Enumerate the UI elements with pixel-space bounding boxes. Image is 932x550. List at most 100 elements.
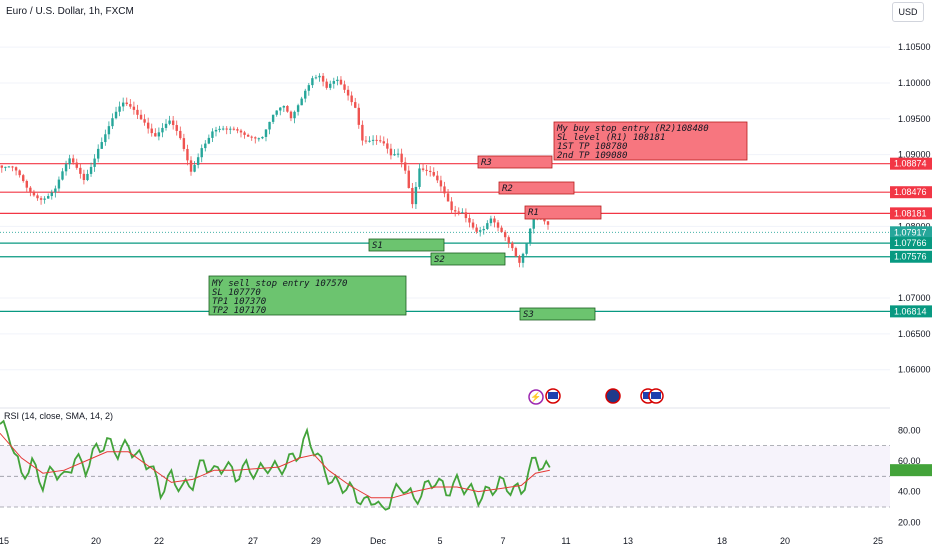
candle-body <box>82 173 86 181</box>
candle-body <box>118 106 121 112</box>
zone-box-r3[interactable] <box>477 155 553 169</box>
candle-body <box>204 143 207 149</box>
price-level-badge <box>890 237 932 250</box>
candle-body <box>121 102 125 107</box>
candle-body <box>107 126 111 135</box>
candle-body <box>432 172 435 176</box>
candle-body <box>375 139 378 141</box>
candle-body <box>236 129 239 131</box>
candle-body <box>29 187 32 192</box>
zone-box-r1[interactable] <box>524 205 602 220</box>
price-level-badge <box>890 250 932 263</box>
candle-body <box>350 95 353 103</box>
rsi-line <box>0 419 551 511</box>
candle-body <box>446 193 450 202</box>
zone-box-s2[interactable] <box>430 252 506 266</box>
candle-body <box>25 181 28 188</box>
candle-body <box>453 210 457 212</box>
candle-body <box>332 81 336 84</box>
us-flag-mark <box>548 392 558 399</box>
candle-body <box>207 137 211 144</box>
candle-body <box>482 228 485 231</box>
candle-body <box>211 131 214 138</box>
sell-note-line: MY sell stop entry 107570 <box>211 279 347 289</box>
candle-body <box>161 127 164 133</box>
flash-event-symbol: ⚡ <box>530 391 541 403</box>
price-level-label: 1.07576 <box>894 252 927 262</box>
candle-body <box>11 166 14 168</box>
x-tick-label: 7 <box>500 536 505 546</box>
x-tick-label: 29 <box>311 536 321 546</box>
candle-body <box>354 102 357 108</box>
zone-label: S2 <box>434 255 445 265</box>
candle-body <box>146 122 150 129</box>
candle-body <box>289 111 293 119</box>
sell-note-line: TP1 107370 <box>212 297 266 307</box>
candle-body <box>389 148 393 156</box>
candle-body <box>200 148 203 158</box>
candle-body <box>196 157 200 165</box>
candle-body <box>386 143 389 149</box>
zone-box-s1[interactable] <box>368 238 445 252</box>
sell-note-box[interactable] <box>208 275 407 316</box>
candle-body <box>543 219 546 222</box>
candle-body <box>318 75 321 78</box>
candle-body <box>271 114 275 122</box>
candle-body <box>143 119 146 123</box>
x-tick-label: Dec <box>370 536 387 546</box>
candle-body <box>396 153 400 155</box>
candle-body <box>489 218 493 224</box>
zone-label: R3 <box>481 158 492 168</box>
candle-body <box>478 230 482 232</box>
buy-note-line: 2nd TP 109080 <box>557 151 627 161</box>
candle-body <box>300 98 303 106</box>
buy-note-line: SL level (R1) 108181 <box>557 133 665 143</box>
candle-body <box>411 188 414 205</box>
candle-body <box>475 227 478 232</box>
candle-body <box>464 212 468 219</box>
flash-event-icon[interactable] <box>528 389 544 405</box>
buy-note-box[interactable] <box>553 121 748 161</box>
candle-body <box>282 106 286 108</box>
rsi-y-tick: 60.00 <box>898 456 921 466</box>
candle-body <box>500 227 503 233</box>
candle-body <box>129 104 132 107</box>
currency-button[interactable]: USD <box>892 2 924 22</box>
candle-body <box>514 248 518 257</box>
candle-body <box>439 180 443 187</box>
buy-note-line: 1ST TP 108780 <box>557 142 627 152</box>
price-level-label: 1.08476 <box>894 187 927 197</box>
candle-body <box>436 175 439 181</box>
candle-body <box>186 148 189 161</box>
candle-body <box>425 169 428 171</box>
y-tick-label: 1.07000 <box>898 293 931 303</box>
candle-body <box>182 138 186 149</box>
candle-body <box>75 162 78 168</box>
candle-body <box>214 129 218 132</box>
candle-body <box>507 237 510 243</box>
price-level-badge <box>890 305 932 318</box>
candle-body <box>111 118 114 127</box>
candle-body <box>189 160 193 172</box>
candle-body <box>96 148 100 159</box>
zone-box-s3[interactable] <box>519 307 596 321</box>
us-flag-mark-3 <box>651 392 661 399</box>
candle-body <box>275 110 278 115</box>
candle-body <box>361 124 364 141</box>
candle-body <box>393 154 396 156</box>
rsi-label: RSI (14, close, SMA, 14, 2) <box>4 411 114 421</box>
candle-body <box>286 106 289 112</box>
rsi-value-badge <box>890 464 932 477</box>
x-tick-label: 20 <box>780 536 790 546</box>
candle-body <box>343 84 346 90</box>
candle-body <box>264 129 268 137</box>
zone-box-r2[interactable] <box>498 181 575 195</box>
candle-body <box>68 158 71 165</box>
candle-body <box>339 79 343 85</box>
candle-body <box>150 128 153 134</box>
candle-body <box>293 111 296 119</box>
eu-flag-event-icon[interactable] <box>605 388 621 404</box>
candle-body <box>357 107 360 125</box>
candle-body <box>296 105 300 112</box>
